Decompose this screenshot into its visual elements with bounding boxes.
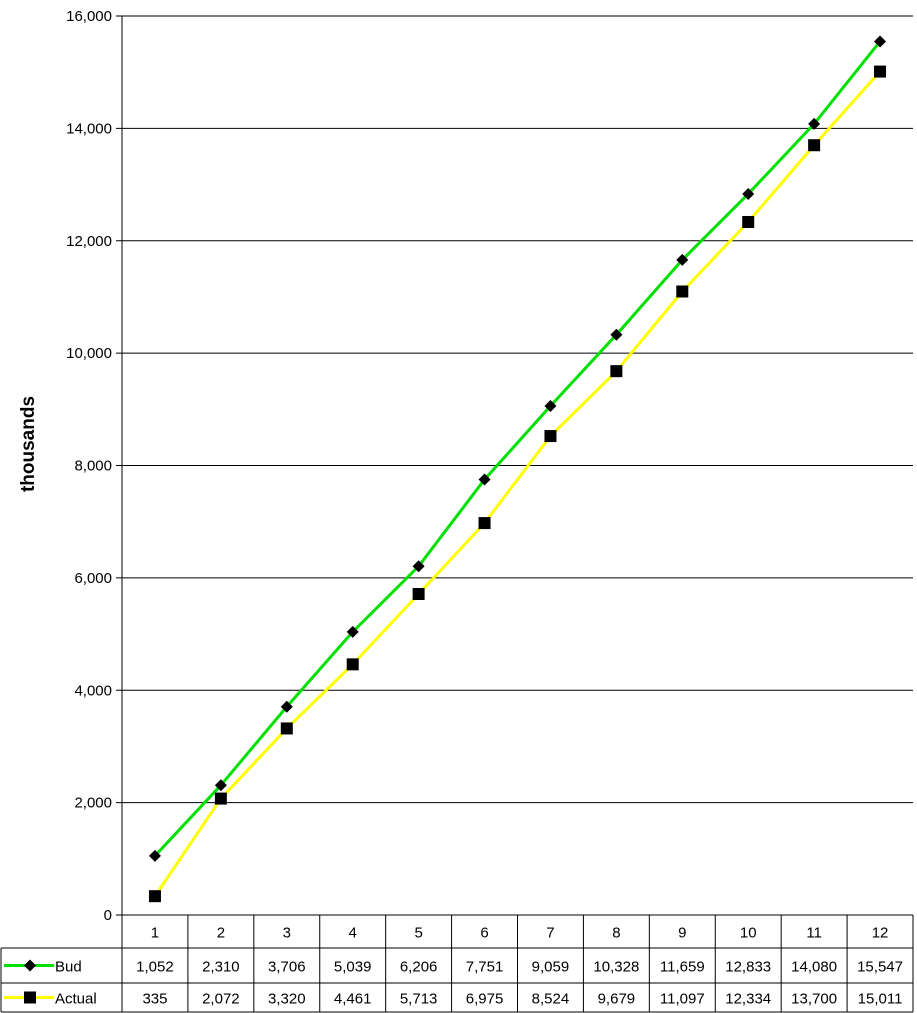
- x-tick-label: 4: [349, 925, 357, 942]
- x-tick-label: 3: [283, 925, 291, 942]
- data-point-bud: [412, 560, 425, 573]
- x-tick-label: 1: [151, 925, 159, 942]
- data-point-bud: [544, 399, 557, 412]
- legend-marker-actual: [24, 991, 36, 1004]
- data-point-actual: [280, 722, 293, 735]
- data-label-bud: 3,706: [268, 959, 306, 976]
- y-tick-label: 6,000: [74, 570, 112, 587]
- y-tick-label: 4,000: [74, 682, 112, 699]
- x-tick-label: 7: [546, 925, 554, 942]
- x-tick-label: 9: [678, 925, 686, 942]
- x-tick-label: 11: [806, 925, 822, 942]
- y-tick-label: 0: [104, 907, 112, 924]
- data-label-bud: 5,039: [334, 959, 372, 976]
- data-label-bud: 12,833: [725, 959, 771, 976]
- data-label-actual: 5,713: [400, 991, 438, 1008]
- data-point-actual: [148, 890, 161, 903]
- data-point-bud: [610, 328, 623, 341]
- data-label-actual: 6,975: [466, 991, 504, 1008]
- data-point-actual: [742, 215, 755, 228]
- legend-marker-bud: [24, 959, 36, 972]
- x-tick-label: 8: [612, 925, 620, 942]
- data-point-actual: [544, 430, 557, 443]
- data-point-actual: [214, 792, 227, 805]
- data-label-actual: 11,097: [660, 991, 705, 1008]
- series-line-bud: [153, 40, 882, 857]
- data-point-actual: [346, 658, 359, 671]
- data-label-bud: 2,310: [202, 959, 240, 976]
- data-label-bud: 7,751: [466, 959, 504, 976]
- x-tick-label: 5: [414, 925, 422, 942]
- data-point-bud: [148, 849, 161, 862]
- series-line-actual: [153, 70, 882, 898]
- data-point-actual: [478, 517, 491, 530]
- legend-label-bud: Bud: [55, 959, 82, 976]
- data-label-actual: 2,072: [202, 991, 240, 1008]
- data-point-bud: [874, 35, 887, 48]
- data-label-bud: 15,547: [857, 959, 903, 976]
- legend-label-actual: Actual: [55, 991, 97, 1008]
- data-point-bud: [742, 187, 755, 200]
- data-label-actual: 15,011: [858, 991, 903, 1008]
- data-point-actual: [412, 588, 425, 601]
- series-markers: [148, 35, 887, 903]
- y-tick-label: 12,000: [66, 233, 112, 250]
- data-point-actual: [676, 285, 689, 298]
- data-label-actual: 8,524: [532, 991, 570, 1008]
- data-label-bud: 10,328: [593, 959, 639, 976]
- y-axis-ticks: 0 2,000 4,000 6,000 8,000 10,000 12,000 14,000 1…: [66, 8, 122, 924]
- x-tick-label: 10: [740, 925, 757, 942]
- data-point-bud: [280, 700, 293, 713]
- data-point-bud: [808, 117, 821, 130]
- y-tick-label: 2,000: [74, 795, 112, 812]
- data-label-actual: 9,679: [598, 991, 636, 1008]
- y-tick-label: 14,000: [66, 120, 112, 137]
- data-label-actual: 335: [142, 991, 167, 1008]
- data-point-actual: [874, 65, 887, 78]
- data-label-bud: 14,080: [791, 959, 837, 976]
- x-tick-label: 2: [217, 925, 225, 942]
- y-axis-label: thousands: [18, 396, 39, 492]
- series-lines: [153, 40, 882, 898]
- data-label-bud: 6,206: [400, 959, 438, 976]
- data-point-actual: [808, 139, 821, 152]
- data-point-bud: [214, 779, 227, 792]
- y-tick-label: 10,000: [66, 345, 112, 362]
- y-tick-label: 8,000: [74, 458, 112, 475]
- data-label-actual: 4,461: [334, 991, 372, 1008]
- data-point-actual: [610, 365, 623, 378]
- gridlines: [122, 15, 913, 804]
- data-point-bud: [346, 625, 359, 638]
- y-tick-label: 16,000: [66, 8, 112, 25]
- data-point-bud: [676, 253, 689, 266]
- data-label-actual: 13,700: [791, 991, 837, 1008]
- data-label-actual: 3,320: [268, 991, 306, 1008]
- data-label-bud: 1,052: [136, 959, 174, 976]
- data-point-bud: [478, 473, 491, 486]
- data-label-bud: 11,659: [660, 959, 705, 976]
- x-tick-label: 12: [872, 925, 889, 942]
- data-label-actual: 12,334: [725, 991, 771, 1008]
- data-label-bud: 9,059: [532, 959, 570, 976]
- x-tick-label: 6: [480, 925, 488, 942]
